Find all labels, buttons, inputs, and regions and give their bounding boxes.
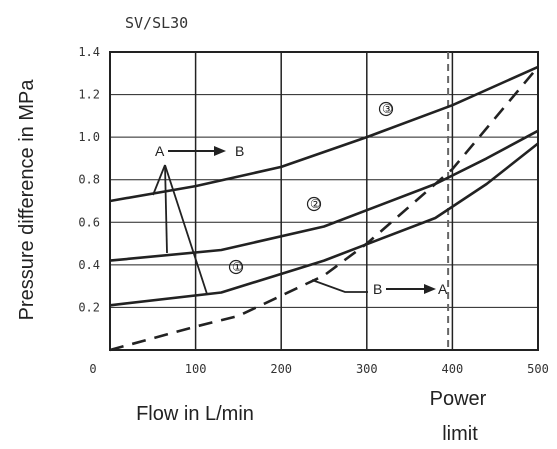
series-lines (109, 65, 539, 352)
ba-label-to: A (438, 281, 448, 297)
leader-line-2 (164, 164, 168, 254)
ba-arrow-head (424, 284, 436, 294)
x-axis-label: Flow in L/min (136, 403, 254, 425)
y-axis-label: Pressure difference in MPa (16, 79, 38, 321)
series-line-1 (109, 142, 539, 307)
series-1-marker: ① (232, 260, 243, 274)
x-tick-label: 300 (356, 362, 378, 376)
ab-label-from: A (155, 143, 165, 159)
x-tick-label: 100 (185, 362, 207, 376)
y-tick-label: 1.2 (78, 88, 100, 102)
series-line-3 (109, 65, 539, 203)
tick-labels: 0 100 200 300 400 500 0.2 0.4 0.6 0.8 1.0 1.2 1.4 (78, 45, 549, 376)
y-tick-label: 1.4 (78, 45, 100, 59)
marker-circle (378, 101, 394, 117)
leader-line-1 (164, 164, 208, 295)
series-3-marker: ③ (382, 102, 393, 116)
power-limit-label-line2: limit (442, 423, 478, 445)
ab-arrow-head (214, 146, 226, 156)
x-tick-label: 0 (89, 362, 96, 376)
y-tick-label: 0.6 (78, 215, 100, 229)
x-tick-label: 500 (527, 362, 549, 376)
chart-title: SV/SL30 (125, 14, 188, 32)
y-tick-label: 0.2 (78, 300, 100, 314)
grid (109, 51, 539, 351)
y-tick-label: 0.8 (78, 173, 100, 187)
y-tick-label: 0.4 (78, 258, 100, 272)
series-line-2 (109, 129, 539, 262)
power-limit-label-line1: Power (430, 388, 487, 410)
ba-leader-line (311, 279, 368, 293)
x-tick-label: 200 (270, 362, 292, 376)
ab-label-to: B (235, 143, 244, 159)
marker-circle (228, 259, 244, 275)
x-tick-label: 400 (442, 362, 464, 376)
ba-label-from: B (373, 281, 382, 297)
series-2-marker: ② (310, 197, 321, 211)
series-line-b-to-a (109, 66, 539, 352)
leader-line-3 (152, 164, 166, 196)
marker-circle (306, 196, 322, 212)
y-tick-label: 1.0 (78, 130, 100, 144)
annotations: A B B A ③ ② ① (152, 101, 448, 297)
